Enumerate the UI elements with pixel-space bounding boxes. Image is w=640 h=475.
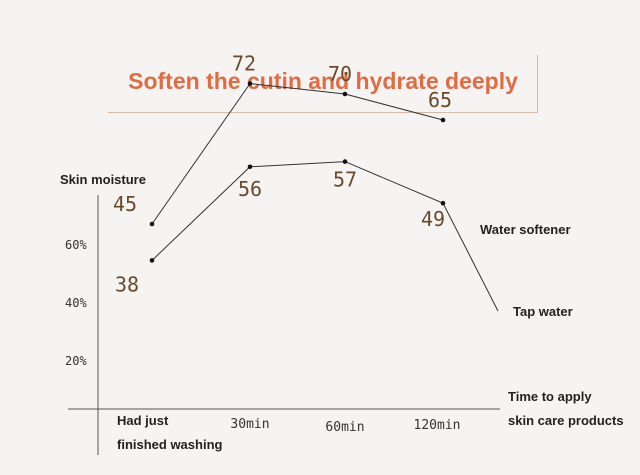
title-frame: Soften the cutin and hydrate deeply [108,55,538,113]
y-tick-label: 40% [65,296,87,310]
x-tick-label: Had just [117,413,169,428]
data-label: 45 [113,192,137,216]
x-tick-label: 30min [230,417,269,432]
x-axis-label: skin care products [508,413,624,428]
series-label: Water softener [480,222,571,237]
data-point [342,159,348,164]
chart-title: Soften the cutin and hydrate deeply [128,68,518,94]
title-frame-bottom-line [108,112,538,113]
y-tick-label: 60% [65,238,87,252]
data-point [247,81,253,86]
y-tick-label: 20% [65,354,87,368]
data-label: 56 [238,177,262,201]
data-label: 57 [333,168,357,192]
x-tick-label: 120min [414,418,461,433]
data-point [440,200,446,206]
x-axis-label: Time to apply [508,389,592,404]
data-label: 49 [421,207,445,231]
x-tick-label: finished washing [117,437,223,452]
y-axis-label: Skin moisture [60,172,146,187]
series-line [151,83,444,225]
data-label: 70 [328,62,352,86]
series-line [151,161,499,312]
series-label: Tap water [513,304,573,319]
title-frame-right-line [537,55,538,113]
data-point [440,117,446,123]
data-point [247,164,253,170]
data-point [342,91,348,97]
x-tick-label: 60min [325,420,364,435]
data-label: 65 [428,88,452,112]
data-label: 38 [115,272,139,296]
data-label: 72 [232,52,256,76]
data-point [149,258,155,263]
data-point [149,221,155,227]
